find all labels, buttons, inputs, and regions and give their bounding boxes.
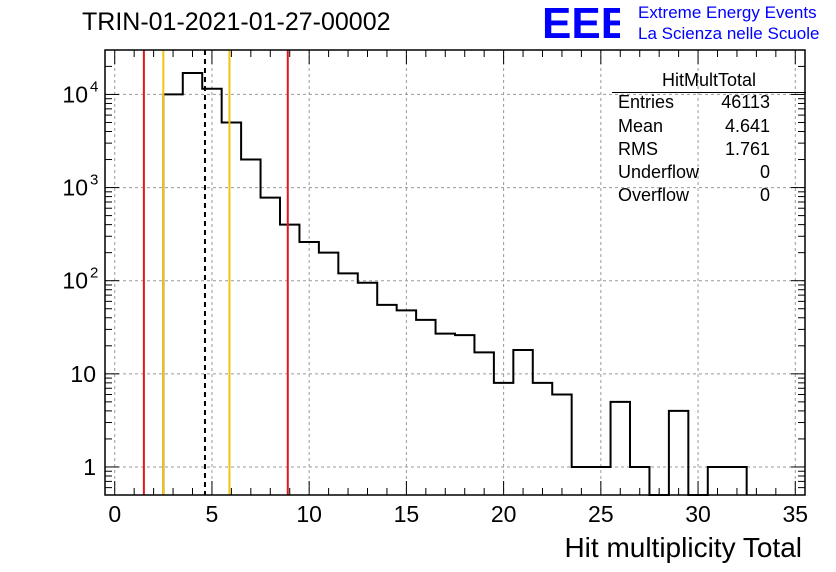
histogram-bin: [319, 253, 338, 495]
y-tick-label: 10: [70, 361, 96, 387]
histogram-bin: [494, 383, 513, 495]
histogram-bin: [513, 350, 532, 495]
histogram-bin: [377, 305, 396, 495]
histogram-bin: [416, 320, 435, 495]
stats-row-underflow: Underflow 0: [618, 162, 770, 183]
plot-frame: [104, 49, 806, 496]
stats-label: RMS: [618, 139, 658, 159]
stats-row-mean: Mean 4.641: [618, 116, 770, 137]
stats-value: 0: [759, 162, 770, 182]
histogram-bin: [552, 394, 571, 495]
chart-title: TRIN-01-2021-01-27-00002: [82, 8, 391, 36]
y-tick-exponent: 3: [90, 172, 98, 189]
histogram-bin: [183, 73, 202, 495]
y-tick-label: 10: [62, 175, 88, 201]
x-tick-label: 20: [491, 501, 517, 527]
histogram-bin: [474, 352, 493, 495]
stats-box: HitMultTotal Entries 46113 Mean 4.641 RM…: [612, 70, 806, 210]
histogram-bin: [455, 335, 474, 495]
stats-row-entries: Entries 46113: [618, 92, 770, 113]
histogram-bin: [358, 283, 377, 495]
histogram-bin: [338, 273, 357, 495]
x-tick-label: 25: [588, 501, 614, 527]
svg-text:EEE: EEE: [542, 0, 620, 44]
y-tick-label: 10: [62, 268, 88, 294]
x-tick-label: 0: [108, 501, 121, 527]
x-tick-label: 15: [394, 501, 420, 527]
x-tick-label: 5: [206, 501, 219, 527]
x-tick-label: 10: [296, 501, 322, 527]
histogram-bin: [261, 198, 280, 495]
histogram-bin: [163, 94, 182, 495]
stats-value: 46113: [721, 92, 770, 112]
x-tick-label: 30: [685, 501, 711, 527]
histogram-bin: [611, 402, 630, 495]
stats-value: 0: [759, 185, 770, 205]
stats-label: Overflow: [618, 185, 690, 205]
histogram-bin: [280, 225, 299, 495]
histogram-bin: [397, 310, 416, 495]
stats-row-overflow: Overflow 0: [618, 185, 770, 206]
logo-text-line1: Extreme Energy Events: [638, 3, 817, 22]
x-axis-label: Hit multiplicity Total: [564, 532, 802, 563]
y-tick-exponent: 4: [90, 78, 98, 95]
stats-row-rms: RMS 1.761: [618, 139, 770, 160]
y-tick-label: 1: [83, 454, 96, 480]
histogram-bin: [669, 411, 688, 495]
histogram-bin: [533, 383, 552, 495]
logo-text-line2: La Scienza nelle Scuole: [638, 24, 820, 43]
stats-title: HitMultTotal: [661, 70, 757, 90]
histogram-bin: [299, 242, 318, 495]
histogram-bin: [222, 122, 241, 495]
histogram-bin: [241, 160, 260, 495]
stats-value: 4.641: [724, 116, 770, 136]
stats-divider: [612, 92, 806, 93]
x-tick-label: 35: [782, 501, 808, 527]
stats-label: Entries: [618, 92, 675, 112]
stats-value: 1.761: [724, 139, 770, 159]
eee-logo: EEE: [542, 0, 620, 44]
y-tick-exponent: 2: [90, 265, 98, 282]
stats-label: Mean: [618, 116, 664, 136]
histogram-outline: [162, 71, 748, 496]
stats-label: Underflow: [618, 162, 700, 182]
histogram-bin: [436, 334, 455, 495]
y-tick-label: 10: [62, 81, 88, 107]
